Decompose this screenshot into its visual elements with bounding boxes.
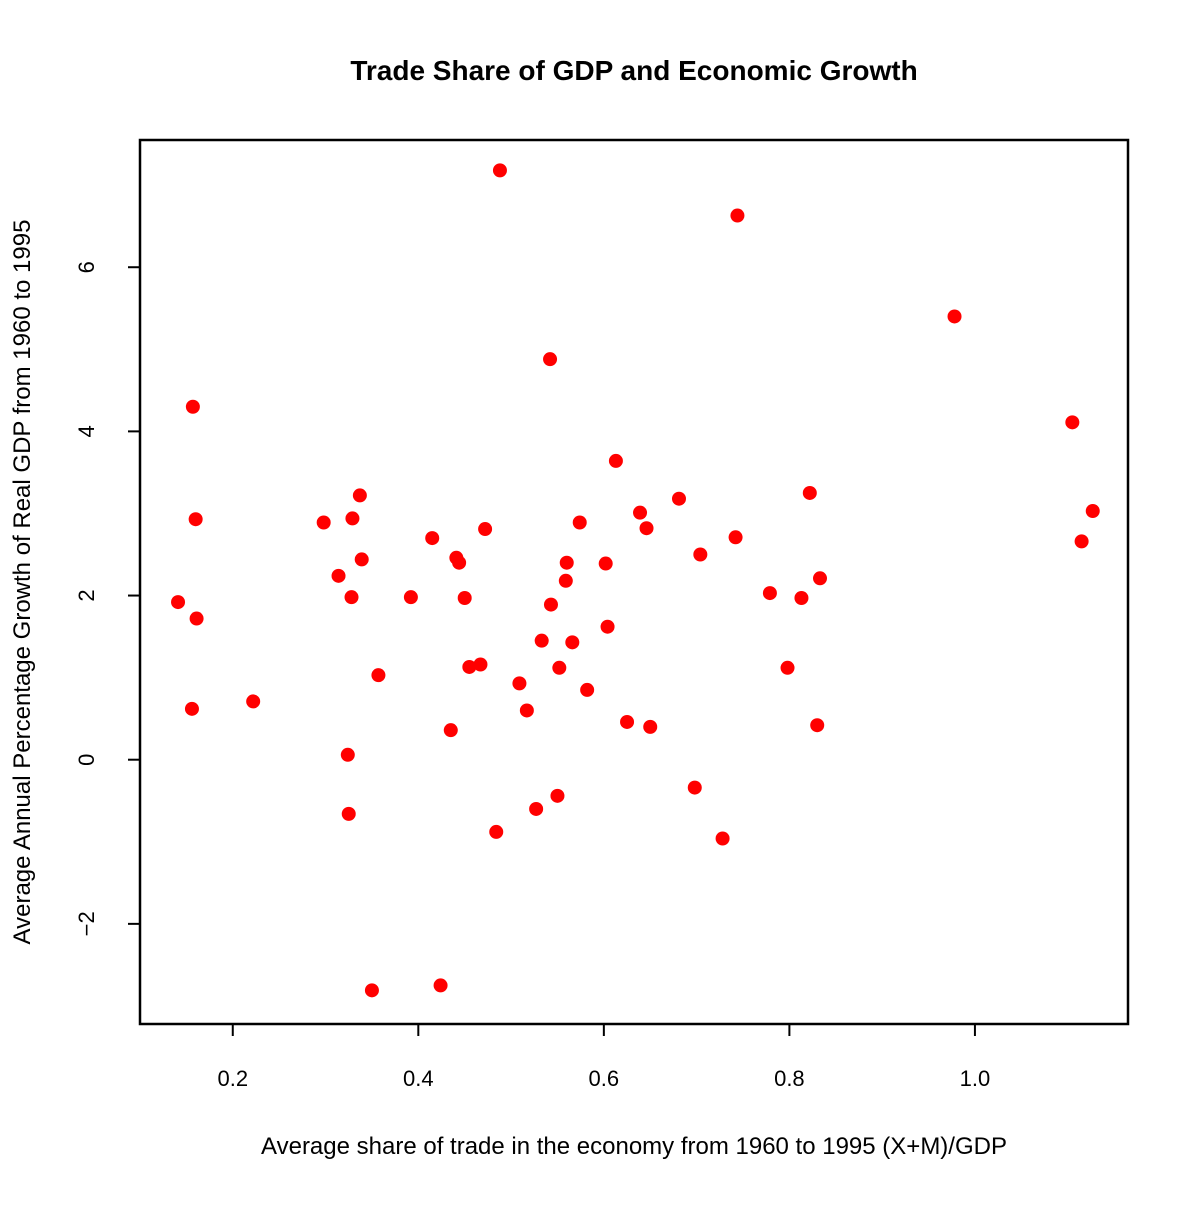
data-point bbox=[188, 512, 203, 527]
y-tick-label: 6 bbox=[74, 261, 99, 273]
data-point bbox=[580, 682, 595, 697]
data-point bbox=[246, 694, 261, 709]
data-point bbox=[802, 485, 817, 500]
x-tick-label: 0.6 bbox=[589, 1066, 620, 1091]
data-point bbox=[492, 163, 507, 178]
data-point bbox=[813, 571, 828, 586]
data-point bbox=[184, 701, 199, 716]
y-tick-label: 4 bbox=[74, 425, 99, 437]
x-tick-label: 0.2 bbox=[217, 1066, 248, 1091]
y-tick-label: 0 bbox=[74, 754, 99, 766]
data-point bbox=[762, 586, 777, 601]
data-point bbox=[728, 530, 743, 545]
data-point bbox=[171, 595, 186, 610]
y-tick-label: −2 bbox=[74, 911, 99, 936]
data-point bbox=[600, 619, 615, 634]
x-tick-label: 0.8 bbox=[774, 1066, 805, 1091]
data-point bbox=[462, 659, 477, 674]
data-point bbox=[559, 555, 574, 570]
data-point bbox=[633, 505, 648, 520]
data-point bbox=[185, 399, 200, 414]
data-point bbox=[529, 801, 544, 816]
data-point bbox=[331, 568, 346, 583]
data-point bbox=[810, 718, 825, 733]
data-point bbox=[671, 491, 686, 506]
data-point bbox=[947, 309, 962, 324]
data-point bbox=[352, 488, 367, 503]
data-point bbox=[1074, 534, 1089, 549]
data-point bbox=[639, 521, 654, 536]
data-point bbox=[534, 633, 549, 648]
data-point bbox=[443, 723, 458, 738]
data-point bbox=[512, 676, 527, 691]
x-axis-label: Average share of trade in the economy fr… bbox=[261, 1133, 1007, 1160]
data-point bbox=[794, 591, 809, 606]
data-point bbox=[687, 780, 702, 795]
y-axis-label: Average Annual Percentage Growth of Real… bbox=[9, 220, 36, 945]
data-point bbox=[608, 453, 623, 468]
y-axis: −2 0 2 4 6 bbox=[74, 261, 140, 936]
data-point bbox=[425, 531, 440, 546]
data-point bbox=[433, 978, 448, 993]
data-point bbox=[1085, 504, 1100, 519]
x-tick-label: 1.0 bbox=[960, 1066, 991, 1091]
data-point bbox=[403, 590, 418, 605]
data-point bbox=[344, 590, 359, 605]
data-point bbox=[565, 635, 580, 650]
data-point bbox=[693, 547, 708, 562]
data-point bbox=[489, 824, 504, 839]
x-tick-label: 0.4 bbox=[403, 1066, 434, 1091]
data-point bbox=[341, 806, 356, 821]
data-point bbox=[780, 660, 795, 675]
chart-title: Trade Share of GDP and Economic Growth bbox=[350, 55, 917, 86]
data-point bbox=[189, 611, 204, 626]
x-axis: 0.2 0.4 0.6 0.8 1.0 bbox=[217, 1024, 990, 1091]
data-point bbox=[550, 788, 565, 803]
data-points bbox=[171, 163, 1100, 998]
data-point bbox=[519, 703, 534, 718]
data-point bbox=[354, 552, 369, 567]
data-point bbox=[457, 591, 472, 606]
data-point bbox=[598, 556, 613, 571]
data-point bbox=[371, 668, 386, 683]
data-point bbox=[643, 719, 658, 734]
y-tick-label: 2 bbox=[74, 589, 99, 601]
data-point bbox=[543, 597, 558, 612]
data-point bbox=[620, 714, 635, 729]
plot-frame bbox=[138, 138, 1130, 1026]
data-point bbox=[345, 511, 360, 526]
data-point bbox=[552, 660, 567, 675]
data-point bbox=[364, 983, 379, 998]
data-point bbox=[572, 515, 587, 530]
data-point bbox=[452, 555, 467, 570]
data-point bbox=[558, 573, 573, 588]
data-point bbox=[478, 522, 493, 537]
data-point bbox=[1065, 415, 1080, 430]
data-point bbox=[473, 657, 488, 672]
data-point bbox=[340, 747, 355, 762]
data-point bbox=[316, 515, 331, 530]
data-point bbox=[543, 352, 558, 367]
data-point bbox=[715, 831, 730, 846]
data-point bbox=[730, 208, 745, 223]
